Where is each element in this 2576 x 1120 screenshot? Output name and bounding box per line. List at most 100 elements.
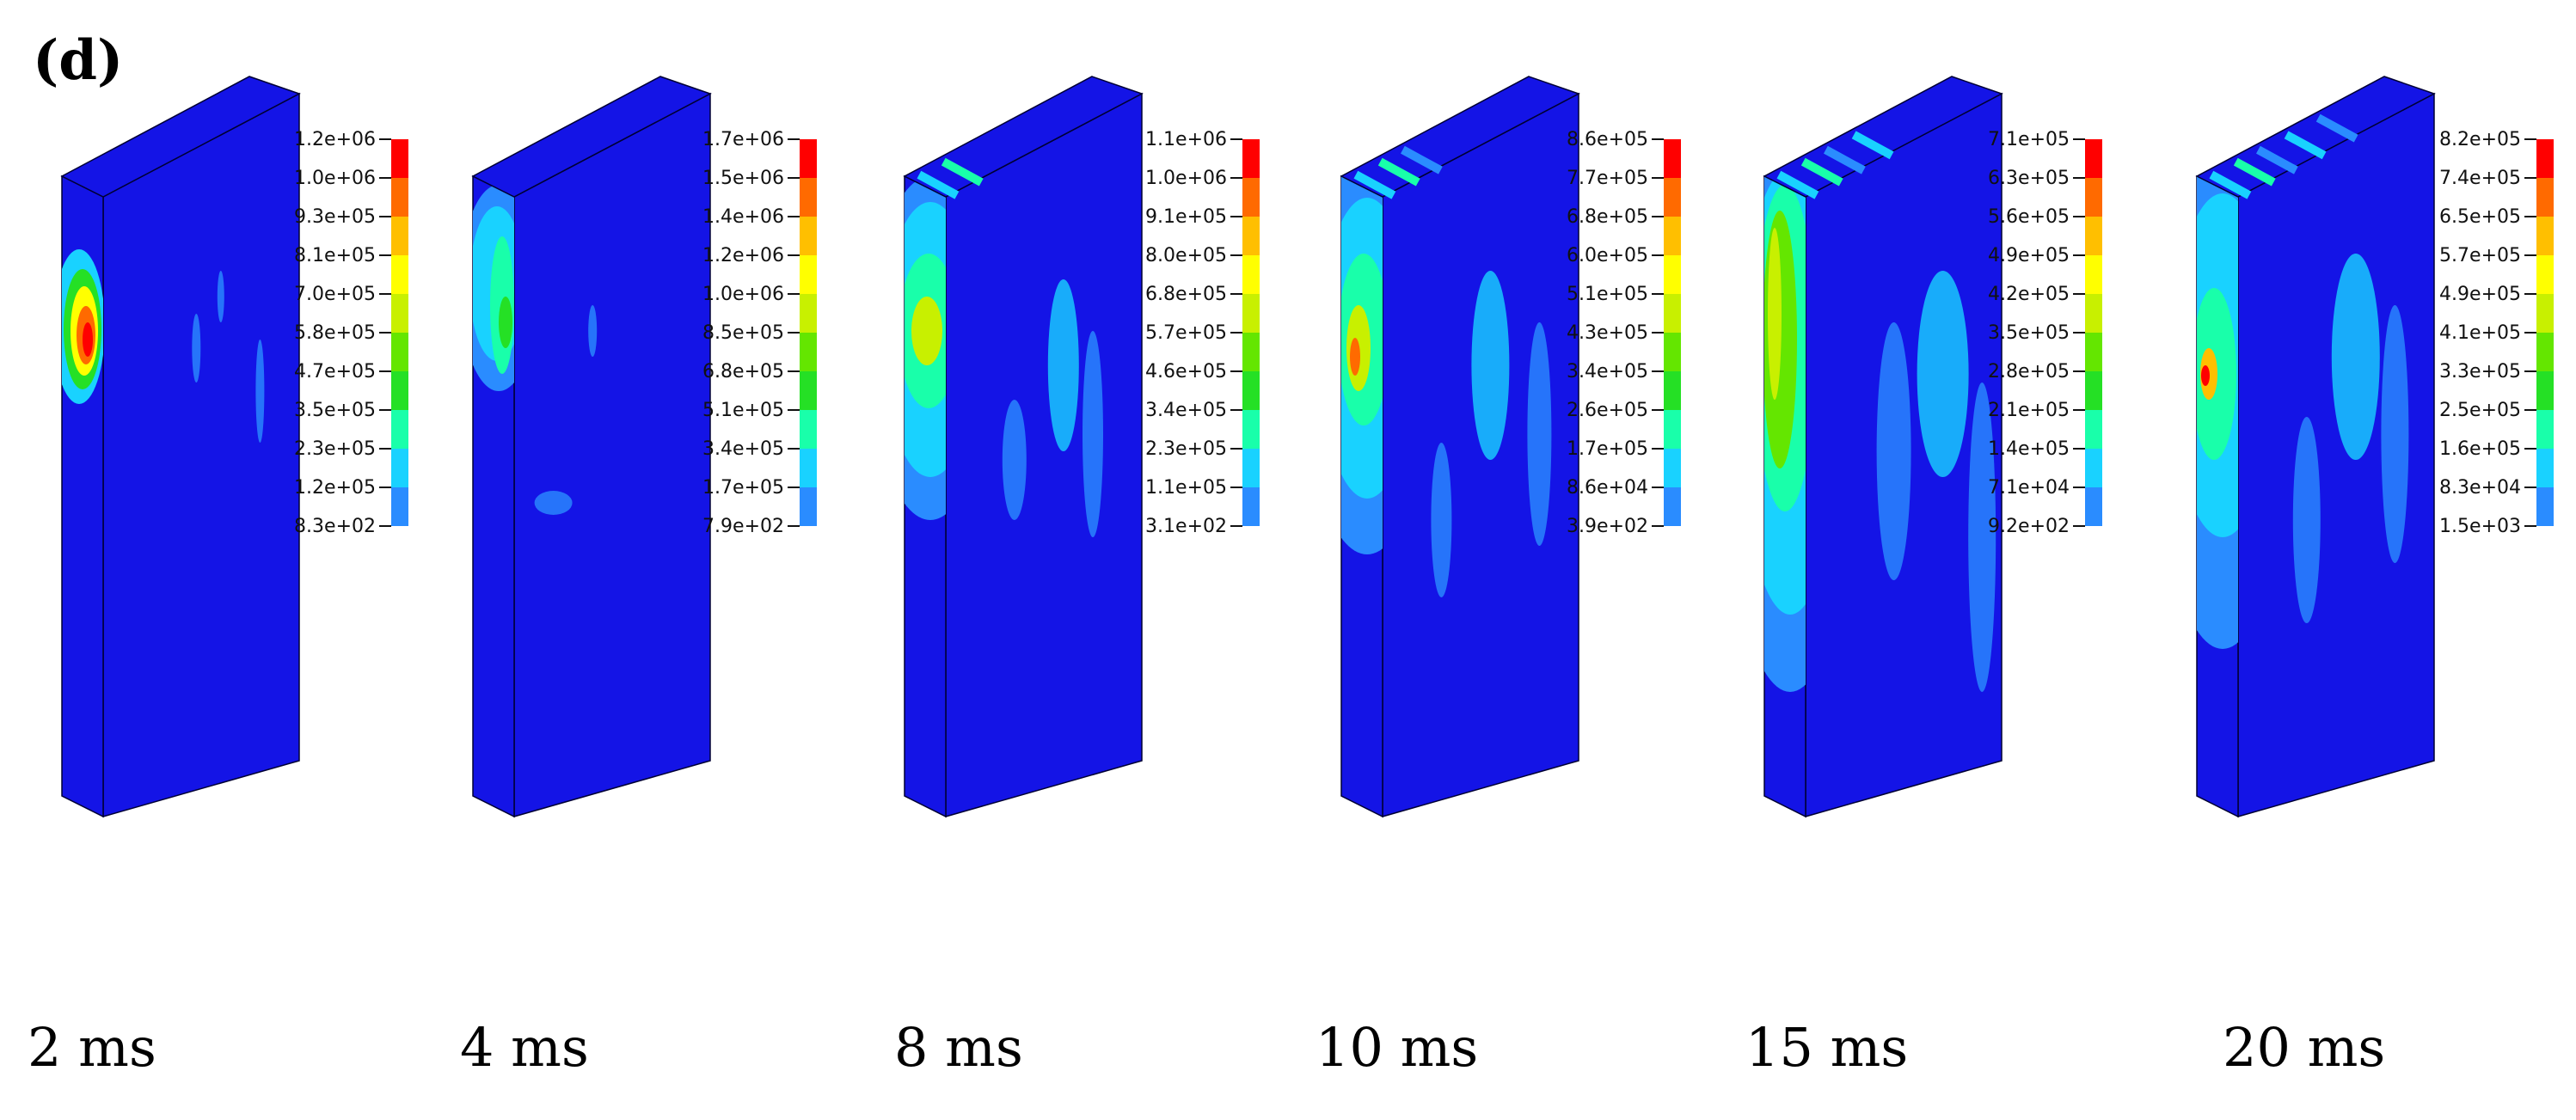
contour-region (1876, 322, 1911, 580)
legend-label: 4.3e+05 (1567, 322, 1648, 344)
contour-region (2201, 365, 2210, 386)
legend-swatch (2085, 139, 2102, 178)
legend-label: 8.6e+04 (1567, 477, 1648, 499)
legend-label: 1.4e+05 (1988, 438, 2070, 460)
legend-label: 5.7e+05 (1145, 322, 1227, 344)
contour-band (2284, 131, 2327, 160)
legend-label: 1.0e+06 (294, 168, 376, 189)
snapshot-panel: 8.2e+05 7.4e+05 6.5e+05 5.7e+05 4.9e+05 4.1e+… (2195, 76, 2554, 1079)
time-label: 4 ms (460, 1016, 589, 1079)
block-side-face (102, 92, 300, 817)
snapshot-panel: 1.7e+06 1.5e+06 1.4e+06 1.2e+06 1.0e+06 8.5e+… (460, 76, 817, 1079)
legend-label: 9.3e+05 (294, 206, 376, 228)
block-top-face (2195, 76, 2436, 198)
legend-label: 1.5e+06 (702, 168, 784, 189)
legend-label: 1.7e+05 (702, 477, 784, 499)
legend-label: 6.8e+05 (1145, 284, 1227, 305)
legend-swatch (1242, 294, 1260, 333)
legend-swatch (2085, 333, 2102, 371)
legend-label: 4.2e+05 (1988, 284, 2070, 305)
contour-region (499, 297, 512, 348)
time-label: 10 ms (1316, 1016, 1478, 1079)
block-side-face (945, 92, 1143, 817)
legend-swatch (391, 333, 408, 371)
contour-region (2292, 417, 2321, 623)
legend-swatch (800, 487, 817, 526)
snapshot-panel: 8.6e+05 7.7e+05 6.8e+05 6.0e+05 5.1e+05 4.3e+… (1316, 76, 1681, 1079)
legend-swatch (2536, 410, 2554, 449)
legend-swatch (2085, 371, 2102, 410)
contour-band (917, 170, 960, 199)
legend-swatch (391, 487, 408, 526)
contour-region (911, 297, 942, 365)
legend-swatch (2536, 371, 2554, 410)
legend-label: 2.3e+05 (1145, 438, 1227, 460)
legend-label: 2.6e+05 (1567, 400, 1648, 421)
contour-region (255, 340, 265, 443)
legend-swatch (1242, 487, 1260, 526)
legend-label: 4.9e+05 (1988, 245, 2070, 266)
contour-band (2315, 113, 2358, 143)
snapshot-panel: 7.1e+05 6.3e+05 5.6e+05 4.9e+05 4.2e+05 3.5e+… (1745, 76, 2102, 1079)
legend-swatch (1664, 294, 1681, 333)
panel-label: (d) (33, 28, 123, 93)
legend-swatch (1664, 410, 1681, 449)
time-label: 2 ms (28, 1016, 156, 1079)
contour-region (2331, 254, 2380, 460)
legend-label: 7.7e+05 (1567, 168, 1648, 189)
legend-swatch (1664, 371, 1681, 410)
legend-label: 6.5e+05 (2439, 206, 2521, 228)
legend-swatch (391, 371, 408, 410)
legend-label: 3.5e+05 (294, 400, 376, 421)
legend-label: 9.1e+05 (1145, 206, 1227, 228)
legend-swatch (1664, 333, 1681, 371)
legend-label: 1.6e+05 (2439, 438, 2521, 460)
legend-swatch (2085, 449, 2102, 487)
legend-swatch (800, 371, 817, 410)
snapshot-panels: 1.2e+06 1.0e+06 9.3e+05 8.1e+05 7.0e+05 5.8e+… (28, 76, 2554, 1079)
color-legend: 1.1e+06 1.0e+06 9.1e+05 8.0e+05 6.8e+05 5.7e+… (1145, 129, 1260, 537)
contour-region (217, 271, 224, 322)
legend-label: 1.7e+05 (1567, 438, 1648, 460)
legend-swatch (1242, 178, 1260, 217)
legend-swatch (2085, 294, 2102, 333)
legend-label: 3.4e+05 (1145, 400, 1227, 421)
legend-swatch (1664, 217, 1681, 255)
contour-band (2256, 145, 2298, 174)
legend-swatch (2085, 487, 2102, 526)
legend-label: 7.0e+05 (294, 284, 376, 305)
legend-label: 6.3e+05 (1988, 168, 2070, 189)
legend-swatch (2536, 449, 2554, 487)
legend-label: 8.3e+04 (2439, 477, 2521, 499)
color-legend: 8.2e+05 7.4e+05 6.5e+05 5.7e+05 4.9e+05 4.1e+… (2439, 129, 2554, 537)
snapshot-panel: 1.2e+06 1.0e+06 9.3e+05 8.1e+05 7.0e+05 5.8e+… (28, 76, 408, 1079)
legend-label: 6.8e+05 (1567, 206, 1648, 228)
legend-swatch (391, 410, 408, 449)
legend-swatch (2536, 217, 2554, 255)
contour-band (1824, 145, 1866, 174)
contour-band (1776, 170, 1819, 199)
legend-swatch (1664, 449, 1681, 487)
block-top-face (1763, 76, 2003, 198)
contour-region (534, 491, 573, 515)
contour-band (941, 157, 984, 187)
contour-region (1431, 443, 1452, 597)
contour-region (1083, 331, 1103, 537)
contour-region (1047, 279, 1079, 451)
legend-label: 1.2e+06 (702, 245, 784, 266)
contour-region (2381, 305, 2409, 563)
contour-band (1401, 145, 1443, 174)
legend-swatch (2536, 139, 2554, 178)
color-legend: 1.7e+06 1.5e+06 1.4e+06 1.2e+06 1.0e+06 8.5e+… (702, 129, 817, 537)
legend-swatch (800, 139, 817, 178)
contour-region (1471, 271, 1510, 460)
contour-region (1527, 322, 1552, 546)
legend-swatch (800, 449, 817, 487)
legend-swatch (1242, 333, 1260, 371)
legend-label: 2.1e+05 (1988, 400, 2070, 421)
legend-swatch (800, 178, 817, 217)
block-top-face (1340, 76, 1580, 198)
legend-swatch (2536, 255, 2554, 294)
legend-label: 8.5e+05 (702, 322, 784, 344)
legend-label: 8.1e+05 (294, 245, 376, 266)
